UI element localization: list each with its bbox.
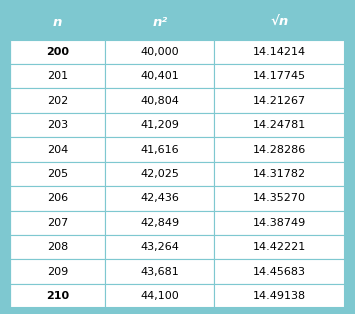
Text: 41,616: 41,616	[141, 144, 179, 154]
Bar	[214, 259, 345, 284]
Text: 14.24781: 14.24781	[253, 120, 306, 130]
Text: 203: 203	[47, 120, 68, 130]
Bar	[10, 284, 105, 308]
Bar	[105, 211, 214, 235]
Text: 14.14214: 14.14214	[253, 47, 306, 57]
Bar	[214, 211, 345, 235]
Text: 43,264: 43,264	[141, 242, 179, 252]
Text: 44,100: 44,100	[141, 291, 179, 301]
Text: 42,436: 42,436	[141, 193, 179, 203]
Text: 14.35270: 14.35270	[253, 193, 306, 203]
Bar	[214, 284, 345, 308]
Bar	[214, 113, 345, 137]
Bar	[214, 162, 345, 186]
Text: 14.45683: 14.45683	[253, 267, 306, 277]
Bar	[214, 40, 345, 64]
Text: n²: n²	[152, 16, 168, 29]
Bar	[10, 113, 105, 137]
Text: 200: 200	[46, 47, 69, 57]
Bar	[105, 89, 214, 113]
Text: 14.49138: 14.49138	[253, 291, 306, 301]
Text: 206: 206	[47, 193, 68, 203]
Text: 42,849: 42,849	[140, 218, 180, 228]
Text: 209: 209	[47, 267, 68, 277]
Text: 40,401: 40,401	[141, 71, 179, 81]
Bar	[10, 235, 105, 259]
Text: 40,804: 40,804	[141, 96, 179, 106]
Bar	[105, 137, 214, 162]
Text: 14.38749: 14.38749	[253, 218, 306, 228]
Bar	[214, 137, 345, 162]
Bar	[214, 186, 345, 211]
Text: 201: 201	[47, 71, 68, 81]
Bar	[214, 235, 345, 259]
Bar	[214, 6, 345, 40]
Text: √n: √n	[271, 16, 289, 29]
Text: 14.28286: 14.28286	[253, 144, 306, 154]
Bar	[214, 64, 345, 89]
Bar	[214, 89, 345, 113]
Text: 14.17745: 14.17745	[253, 71, 306, 81]
Text: 43,681: 43,681	[141, 267, 179, 277]
Bar	[105, 64, 214, 89]
Bar	[105, 6, 214, 40]
Bar	[10, 137, 105, 162]
Text: 202: 202	[47, 96, 68, 106]
Bar	[10, 162, 105, 186]
Bar	[105, 235, 214, 259]
Text: 14.42221: 14.42221	[253, 242, 306, 252]
Text: 204: 204	[47, 144, 68, 154]
Bar	[105, 113, 214, 137]
Text: 14.21267: 14.21267	[253, 96, 306, 106]
Bar	[10, 259, 105, 284]
Text: 14.31782: 14.31782	[253, 169, 306, 179]
Text: 207: 207	[47, 218, 68, 228]
Bar	[10, 64, 105, 89]
Text: 40,000: 40,000	[141, 47, 179, 57]
Text: n: n	[53, 16, 62, 29]
Text: 41,209: 41,209	[141, 120, 179, 130]
Bar	[105, 259, 214, 284]
Bar	[10, 211, 105, 235]
Text: 42,025: 42,025	[141, 169, 179, 179]
Bar	[105, 40, 214, 64]
Bar	[10, 186, 105, 211]
Bar	[10, 89, 105, 113]
Text: 208: 208	[47, 242, 68, 252]
Bar	[105, 284, 214, 308]
Bar	[10, 6, 105, 40]
Bar	[105, 162, 214, 186]
Bar	[10, 40, 105, 64]
Text: 210: 210	[46, 291, 69, 301]
Text: 205: 205	[47, 169, 68, 179]
Bar	[105, 186, 214, 211]
